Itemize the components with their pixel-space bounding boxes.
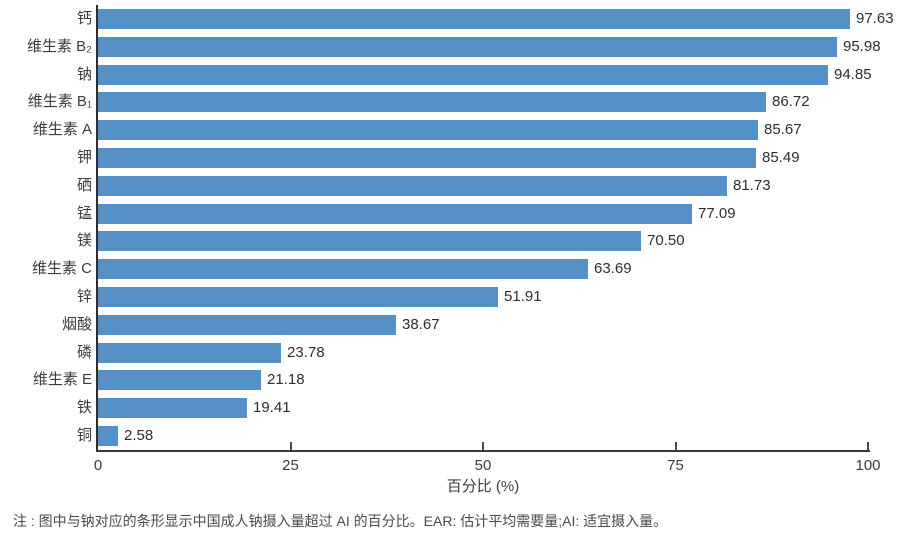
category-label: 维生素 B₂ [27,37,92,55]
x-axis-tick [674,442,677,450]
bar [98,231,641,252]
bar [98,426,118,447]
category-label: 铜 [76,427,92,445]
category-label: 硒 [76,176,92,194]
x-axis-title: 百分比 (%) [446,478,520,495]
value-label: 51.91 [504,288,542,306]
category-label: 钾 [76,148,92,166]
footnote: 注 : 图中与钠对应的条形显示中国成人钠摄入量超过 AI 的百分比。EAR: 估… [13,513,668,529]
category-label: 铁 [76,399,92,417]
value-label: 94.85 [834,65,872,83]
bar [98,92,766,113]
x-axis-tick [482,442,484,450]
category-label: 维生素 A [32,121,92,139]
category-label: 锌 [76,288,92,306]
value-label: 85.67 [764,121,802,139]
x-axis-tick [289,442,292,450]
bar [98,287,498,308]
bar [98,120,758,141]
y-axis-line [96,5,98,452]
x-tick-label: 50 [474,457,492,474]
category-label: 烟酸 [61,315,92,333]
value-label: 95.98 [843,37,881,55]
value-label: 2.58 [124,427,154,445]
category-label: 维生素 C [31,260,92,278]
category-label: 镁 [76,232,92,250]
bar [98,314,396,335]
bar [98,64,828,85]
value-label: 21.18 [267,371,305,389]
value-label: 85.49 [762,148,800,166]
category-label: 维生素 E [32,371,92,389]
category-label: 锰 [76,204,92,222]
bar [98,203,692,224]
bar [98,259,588,280]
bar [98,175,727,196]
bar [98,8,850,29]
plot-area: 百分比 (%) 钙 97.63 维生素 B₂ 95.98 钠 94.85 维生素 B₁ 86.… [27,5,894,495]
x-tick-label: 75 [667,457,684,474]
bar [98,147,756,168]
category-label: 磷 [76,343,92,361]
x-tick-label: 100 [855,457,881,474]
x-axis-line [96,450,870,452]
value-label: 86.72 [772,93,810,111]
value-label: 38.67 [402,315,440,333]
value-label: 77.09 [698,204,736,222]
value-label: 97.63 [856,9,894,27]
value-label: 19.41 [253,399,291,417]
value-label: 81.73 [733,176,771,194]
value-label: 63.69 [594,260,632,278]
bar [98,398,247,419]
value-label: 70.50 [647,232,685,250]
x-axis-tick [867,442,869,450]
category-label: 钠 [76,65,92,83]
x-tick-label: 0 [93,457,103,474]
x-tick-label: 25 [282,457,299,474]
bar [98,36,837,57]
category-label: 维生素 B₁ [27,93,92,111]
category-label: 钙 [76,9,92,27]
bar [98,342,281,363]
bar [98,370,261,391]
value-label: 23.78 [287,343,325,361]
